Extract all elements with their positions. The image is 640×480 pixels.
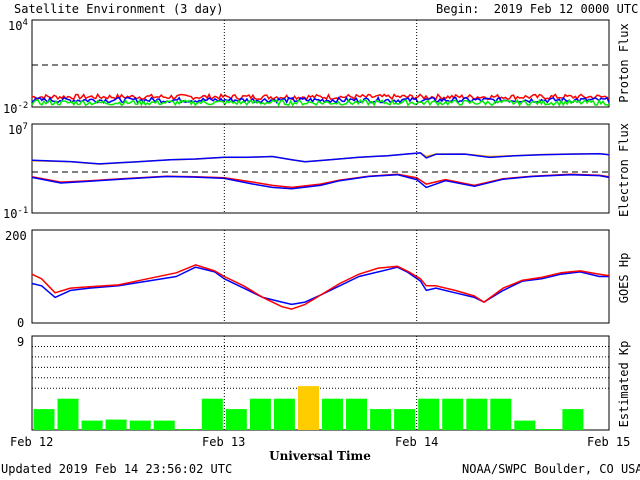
- kp-bar-22: [562, 409, 584, 430]
- credit-label: NOAA/SWPC Boulder, CO USA: [462, 462, 640, 476]
- kp-bar-5: [153, 420, 175, 430]
- kp-bar-12: [322, 398, 343, 430]
- electron-series: [31, 152, 610, 190]
- proton-ytick-bottom: 10-2: [3, 101, 28, 116]
- kp-bar-7: [201, 398, 223, 430]
- electron-series-1-blue: [31, 152, 610, 165]
- kp-bar-14: [370, 409, 392, 430]
- kp-bar-8: [225, 409, 247, 430]
- kp-bar-15: [394, 409, 416, 430]
- xtick-feb15: Feb 15: [587, 435, 630, 449]
- kp-bar-21: [538, 429, 560, 430]
- electron-panel-frame: [31, 123, 610, 214]
- electron-ytick-top: 107: [8, 122, 28, 137]
- kp-bar-16: [418, 398, 440, 430]
- kp-bar-4: [129, 420, 151, 430]
- kp-bars: [33, 386, 584, 430]
- kp-ytick-top: 9: [17, 335, 24, 349]
- kp-bar-11: [298, 386, 319, 430]
- kp-bar-1: [57, 398, 79, 430]
- hp-panel-frame: [31, 229, 610, 324]
- kp-bar-18: [466, 398, 488, 430]
- proton-series: [31, 92, 610, 107]
- kp-bar-13: [346, 398, 367, 430]
- proton-series-blue: [31, 95, 610, 104]
- kp-bar-20: [514, 420, 536, 430]
- proton-panel-frame: [31, 19, 610, 108]
- x-axis-title: Universal Time: [269, 449, 371, 463]
- hp-ytick-top: 200: [5, 229, 27, 243]
- xtick-feb14: Feb 14: [395, 435, 438, 449]
- kp-grid: [32, 345, 609, 389]
- proton-ytick-top: 104: [8, 18, 28, 33]
- kp-panel-frame: [31, 335, 610, 431]
- hp-ytick-bottom: 0: [17, 316, 24, 330]
- kp-bar-19: [490, 398, 512, 430]
- xtick-feb12: Feb 12: [10, 435, 53, 449]
- kp-bar-6: [177, 429, 199, 430]
- kp-bar-9: [249, 398, 271, 430]
- hp-series: [31, 264, 610, 310]
- kp-bar-0: [33, 409, 55, 430]
- hp-series-1-red: [31, 264, 610, 310]
- electron-ylabel: Electron Flux: [617, 123, 631, 217]
- hp-ylabel: GOES Hp: [617, 253, 631, 304]
- hp-series-0-blue: [31, 266, 609, 306]
- kp-bar-10: [273, 398, 295, 430]
- electron-series-3-blue: [31, 173, 610, 190]
- kp-bar-2: [81, 420, 103, 430]
- electron-ytick-bottom: 10-1: [3, 206, 28, 221]
- xtick-feb13: Feb 13: [202, 435, 245, 449]
- kp-bar-3: [105, 419, 127, 430]
- updated-time: Updated 2019 Feb 14 23:56:02 UTC: [1, 462, 233, 476]
- kp-ylabel: Estimated Kp: [617, 341, 631, 428]
- begin-time: Begin: 2019 Feb 12 0000 UTC: [436, 2, 639, 16]
- kp-bar-17: [442, 398, 464, 430]
- proton-ylabel: Proton Flux: [617, 23, 631, 102]
- page-title: Satellite Environment (3 day): [14, 2, 224, 16]
- day-dividers: [223, 20, 418, 430]
- proton-series-green: [31, 98, 610, 107]
- proton-series-red: [31, 92, 610, 101]
